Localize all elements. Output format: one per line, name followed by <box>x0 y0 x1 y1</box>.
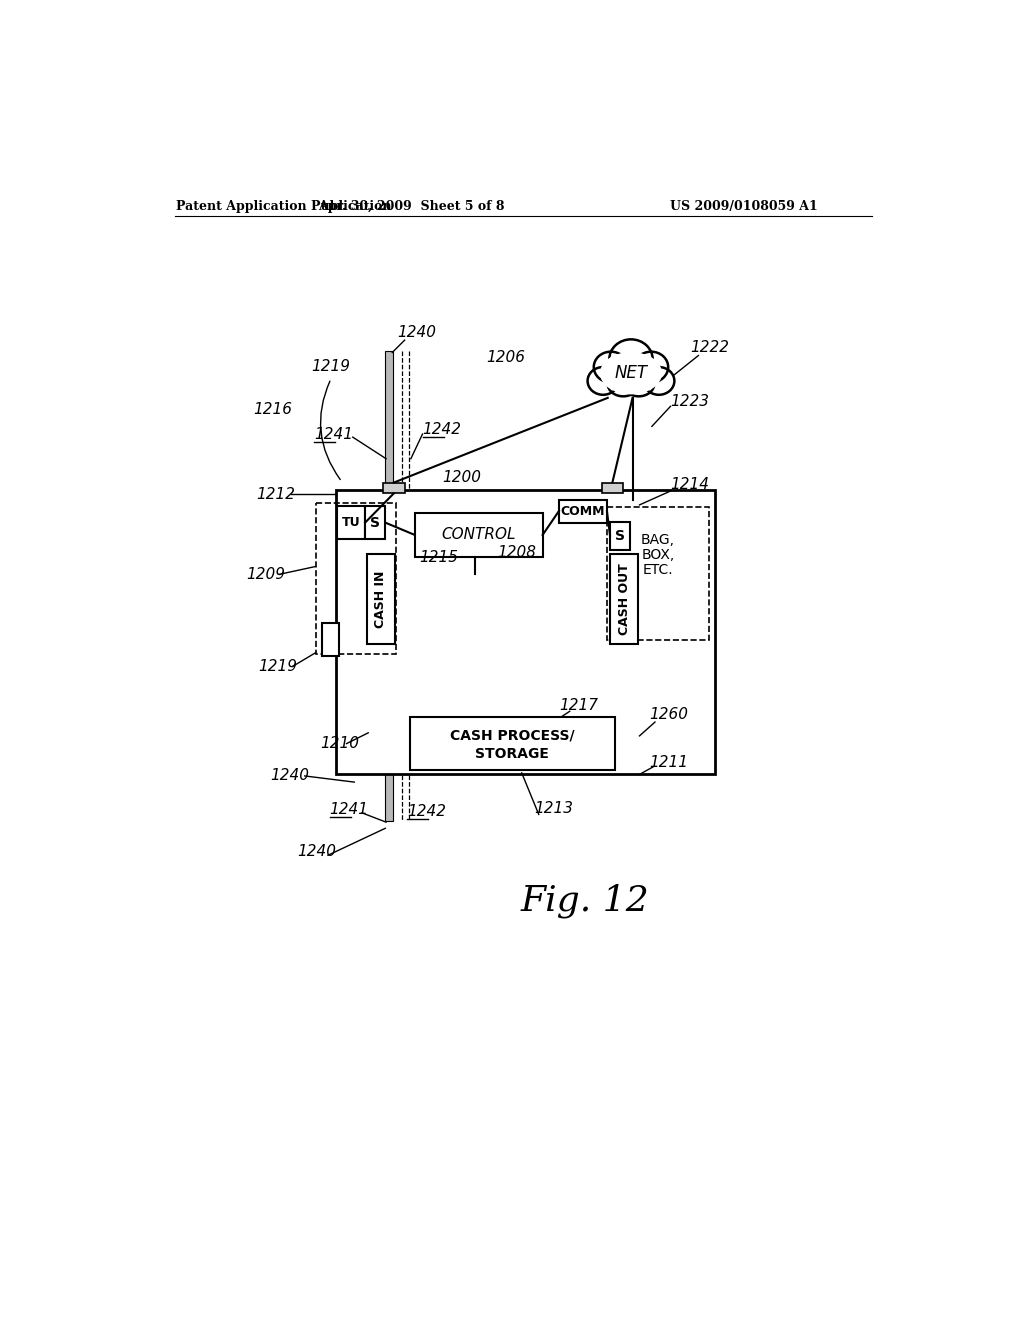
Ellipse shape <box>625 372 652 393</box>
Text: 1222: 1222 <box>690 341 730 355</box>
Ellipse shape <box>607 372 639 396</box>
Bar <box>471 554 482 706</box>
Text: 1208: 1208 <box>497 545 536 560</box>
Bar <box>610 554 638 644</box>
Text: 1241: 1241 <box>314 426 353 442</box>
Text: 1240: 1240 <box>297 843 336 859</box>
Text: 1214: 1214 <box>671 478 710 492</box>
Bar <box>585 554 595 706</box>
Text: 1260: 1260 <box>649 706 688 722</box>
Bar <box>414 554 422 706</box>
Ellipse shape <box>598 354 630 381</box>
Bar <box>559 499 607 523</box>
Ellipse shape <box>643 367 675 395</box>
Ellipse shape <box>592 367 621 392</box>
Text: 1240: 1240 <box>397 325 436 341</box>
Bar <box>415 512 543 557</box>
Text: S: S <box>371 516 380 529</box>
Polygon shape <box>413 706 482 737</box>
Bar <box>410 718 614 770</box>
Ellipse shape <box>600 352 662 395</box>
Ellipse shape <box>612 342 649 376</box>
Bar <box>607 507 710 640</box>
Text: Patent Application Publication: Patent Application Publication <box>176 199 391 213</box>
Text: 1215: 1215 <box>420 549 459 565</box>
Text: 1223: 1223 <box>671 395 710 409</box>
Text: 1219: 1219 <box>258 659 297 675</box>
Text: CONTROL: CONTROL <box>441 528 516 543</box>
Text: 1216: 1216 <box>254 401 293 417</box>
Bar <box>522 554 530 706</box>
Text: COMM: COMM <box>561 504 605 517</box>
Bar <box>387 576 594 590</box>
Bar <box>366 507 385 539</box>
Text: 1209: 1209 <box>246 566 285 582</box>
Text: 1241: 1241 <box>330 803 369 817</box>
Ellipse shape <box>609 339 652 379</box>
Bar <box>322 623 339 656</box>
Text: Apr. 30, 2009  Sheet 5 of 8: Apr. 30, 2009 Sheet 5 of 8 <box>317 199 504 213</box>
Text: 1206: 1206 <box>486 350 525 364</box>
Bar <box>610 521 630 549</box>
Ellipse shape <box>634 351 669 383</box>
Polygon shape <box>521 706 595 738</box>
Polygon shape <box>414 706 480 735</box>
Text: 1217: 1217 <box>559 697 598 713</box>
Bar <box>473 554 480 706</box>
Bar <box>385 351 393 821</box>
Text: NET: NET <box>614 364 647 383</box>
Bar <box>586 554 594 706</box>
Text: S: S <box>615 529 625 543</box>
Ellipse shape <box>624 372 654 396</box>
Text: CASH PROCESS/: CASH PROCESS/ <box>451 729 574 743</box>
Text: 1242: 1242 <box>423 422 462 437</box>
Ellipse shape <box>633 354 664 381</box>
Bar <box>383 483 404 494</box>
Text: 1212: 1212 <box>257 487 296 502</box>
Bar <box>315 503 396 653</box>
Text: CASH IN: CASH IN <box>374 570 387 627</box>
Bar <box>601 483 624 494</box>
Bar <box>336 490 716 775</box>
Ellipse shape <box>642 367 670 392</box>
Text: Fig. 12: Fig. 12 <box>521 883 649 917</box>
Text: CASH OUT: CASH OUT <box>617 562 631 635</box>
Ellipse shape <box>609 372 637 393</box>
Text: 1219: 1219 <box>311 359 350 374</box>
Text: 1200: 1200 <box>442 470 481 486</box>
Bar <box>413 554 423 706</box>
Text: 1242: 1242 <box>407 804 446 818</box>
Text: 1240: 1240 <box>270 768 309 784</box>
Text: TU: TU <box>342 516 360 529</box>
Text: 1211: 1211 <box>649 755 688 770</box>
Text: 1210: 1210 <box>321 737 359 751</box>
Bar <box>337 507 366 539</box>
Text: BOX,: BOX, <box>641 548 675 562</box>
Text: 1213: 1213 <box>535 801 573 816</box>
Text: STORAGE: STORAGE <box>475 747 549 762</box>
Ellipse shape <box>594 351 628 383</box>
Bar <box>385 574 595 591</box>
Bar <box>521 554 531 706</box>
Ellipse shape <box>588 367 618 395</box>
Bar <box>367 554 394 644</box>
Text: US 2009/0108059 A1: US 2009/0108059 A1 <box>671 199 818 213</box>
Text: ETC.: ETC. <box>643 564 674 577</box>
Polygon shape <box>522 706 594 737</box>
Text: BAG,: BAG, <box>641 532 675 546</box>
